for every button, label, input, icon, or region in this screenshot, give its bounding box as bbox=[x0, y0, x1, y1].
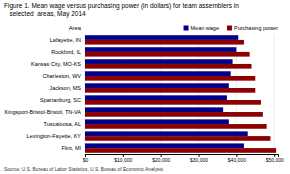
bar bbox=[85, 136, 270, 141]
y-tick: Kingsport-Bristol-Bristol, TN-VA bbox=[4, 109, 81, 115]
legend-swatch bbox=[184, 26, 189, 31]
y-tick: Rockford, IL bbox=[51, 49, 81, 55]
x-tick-label: $40,000 bbox=[228, 157, 246, 163]
bar bbox=[85, 95, 227, 100]
x-tick: $0 bbox=[83, 154, 89, 163]
y-axis: Lafayette, IN Rockford, IL Kansas City, MO… bbox=[4, 37, 81, 151]
x-tick-label: $20,000 bbox=[152, 157, 170, 163]
bar bbox=[85, 35, 238, 40]
bar bbox=[85, 107, 223, 112]
bar bbox=[85, 112, 263, 117]
legend-label: Mean wage bbox=[191, 25, 219, 31]
x-tick: $20,000 bbox=[152, 154, 170, 163]
y-tick-label: Flint, MI bbox=[61, 145, 81, 151]
x-tick: $10,000 bbox=[114, 154, 132, 163]
y-axis-title: Area bbox=[69, 25, 82, 31]
bar bbox=[85, 71, 231, 76]
grid bbox=[85, 34, 274, 154]
y-tick-label: Charleston, WV bbox=[42, 73, 81, 79]
bar bbox=[85, 100, 261, 105]
y-tick: Lafayette, IN bbox=[50, 37, 81, 43]
subtitle: selected areas, May 2014 bbox=[4, 10, 86, 18]
x-tick: $50,000 bbox=[266, 154, 284, 163]
legend-swatch bbox=[227, 26, 232, 31]
y-tick-label: Lexington-Fayette, KY bbox=[27, 133, 82, 139]
y-tick-label: Lafayette, IN bbox=[50, 37, 81, 43]
bar bbox=[85, 76, 255, 81]
x-tick-label: $10,000 bbox=[114, 157, 132, 163]
grid-line bbox=[274, 34, 275, 154]
x-tick-label: $0 bbox=[83, 157, 89, 163]
bar bbox=[85, 131, 248, 136]
legend-label: Purchasing power bbox=[234, 25, 278, 31]
x-tick-label: $50,000 bbox=[266, 157, 284, 163]
y-tick: Tuscaloosa, AL bbox=[44, 121, 81, 127]
y-tick: Jackson, MS bbox=[50, 85, 82, 91]
y-tick-label: Spartanburg, SC bbox=[40, 97, 81, 103]
bar bbox=[85, 47, 236, 52]
bars bbox=[85, 35, 276, 153]
y-tick-label: Tuscaloosa, AL bbox=[44, 121, 81, 127]
y-tick-label: Kingsport-Bristol-Bristol, TN-VA bbox=[4, 109, 81, 115]
x-tick: $30,000 bbox=[190, 154, 208, 163]
bar bbox=[85, 119, 229, 124]
bar bbox=[85, 88, 255, 93]
bar bbox=[85, 59, 233, 64]
y-tick-label: Kansas City, MO-KS bbox=[31, 61, 81, 67]
chart: Figure 1. Mean wage versus purchasing po… bbox=[0, 0, 290, 174]
legend-item: Purchasing power bbox=[227, 25, 278, 31]
title: Figure 1. Mean wage versus purchasing po… bbox=[4, 2, 239, 10]
y-tick: Spartanburg, SC bbox=[40, 97, 81, 103]
y-tick: Lexington-Fayette, KY bbox=[27, 133, 82, 139]
bar bbox=[85, 148, 276, 153]
legend-item: Mean wage bbox=[184, 25, 219, 31]
x-axis: $0 $10,000 $20,000 $30,000 $40,000 $50,000 bbox=[83, 154, 284, 163]
x-tick-label: $30,000 bbox=[190, 157, 208, 163]
bar bbox=[85, 64, 252, 69]
y-tick: Charleston, WV bbox=[42, 73, 81, 79]
y-tick-label: Rockford, IL bbox=[51, 49, 81, 55]
source-note: Source: U.S. Bureau of Labor Statistics,… bbox=[4, 167, 164, 172]
legend: Mean wage Purchasing power bbox=[184, 25, 279, 31]
y-tick: Flint, MI bbox=[61, 145, 81, 151]
bar-series bbox=[85, 40, 276, 153]
bar bbox=[85, 143, 244, 148]
y-tick-label: Jackson, MS bbox=[50, 85, 82, 91]
y-tick: Kansas City, MO-KS bbox=[31, 61, 81, 67]
bar bbox=[85, 40, 244, 45]
bar bbox=[85, 83, 229, 88]
x-tick: $40,000 bbox=[228, 154, 246, 163]
bar bbox=[85, 124, 267, 129]
bar bbox=[85, 52, 250, 57]
